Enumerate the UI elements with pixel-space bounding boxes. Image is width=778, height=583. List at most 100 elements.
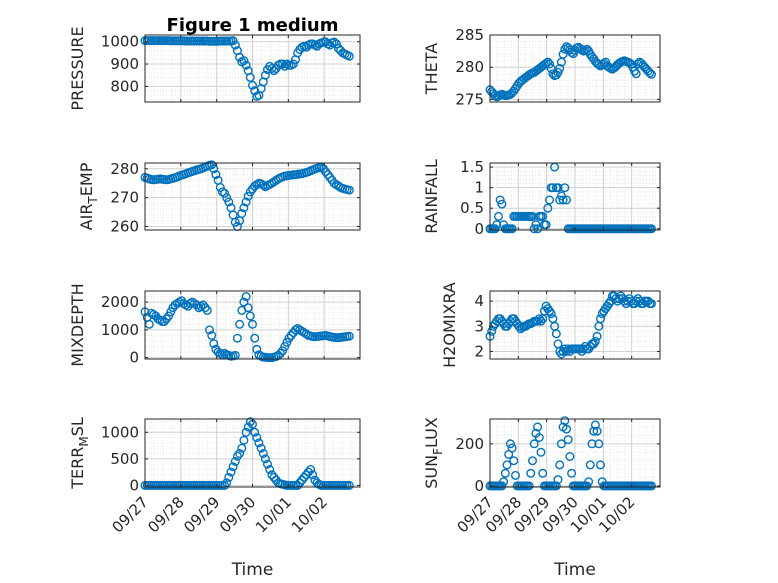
y-tick-label: 270	[110, 189, 139, 207]
x-tick-label: 10/02	[288, 493, 331, 536]
subplot-7: 0 500 1000 TERRMSL 09/2709/2809/2909/3010/01…	[68, 417, 361, 580]
subplot-1: 800 900 1000 PRESSURE Figure 1 medium	[68, 15, 361, 111]
data-point	[555, 63, 565, 73]
data-point	[252, 344, 262, 354]
y-tick-label: 285	[455, 26, 484, 44]
data-point	[596, 460, 606, 470]
data-point	[647, 299, 657, 309]
data-point	[647, 481, 657, 491]
data-point	[263, 459, 273, 469]
y-tick-label: 1000	[101, 423, 139, 441]
data-point	[222, 193, 232, 203]
data-point	[499, 477, 509, 487]
data-point	[344, 185, 354, 195]
y-axis-label: H2OMIXRA	[440, 282, 459, 368]
data-point	[592, 331, 602, 341]
data-point	[239, 56, 249, 66]
data-point	[560, 344, 570, 354]
x-axis-label: Time	[231, 560, 274, 580]
y-tick-label: 0	[129, 476, 139, 494]
y-axis-label: PRESSURE	[68, 26, 87, 110]
data-point	[497, 481, 507, 491]
data-point	[301, 470, 311, 480]
data-point	[528, 211, 538, 221]
data-point	[230, 217, 240, 227]
data-point	[164, 311, 174, 321]
y-tick-label: 1000	[101, 321, 139, 339]
subplot-2: 275 280 285 THETA	[422, 26, 661, 108]
data-point	[555, 195, 565, 205]
data-point	[541, 58, 551, 68]
data-point	[241, 60, 251, 70]
data-point	[611, 294, 621, 304]
data-point	[524, 481, 534, 491]
data-series	[485, 291, 657, 359]
data-point	[505, 439, 515, 449]
data-point	[297, 475, 307, 485]
minor-grid	[145, 419, 360, 487]
data-point	[487, 326, 497, 336]
data-point	[582, 481, 592, 491]
data-point	[241, 292, 251, 302]
data-point	[232, 333, 242, 343]
y-tick-label: 1000	[101, 33, 139, 51]
data-point	[507, 443, 517, 453]
data-point	[252, 433, 262, 443]
data-point	[563, 344, 573, 354]
x-tick-label: 09/28	[144, 493, 187, 536]
x-tick-label: 09/27	[109, 493, 152, 536]
data-point	[209, 339, 219, 349]
data-point	[558, 346, 568, 356]
data-point	[555, 460, 565, 470]
data-point	[507, 224, 517, 234]
data-point	[556, 439, 566, 449]
data-point	[155, 315, 165, 325]
y-tick-label: 0	[474, 220, 484, 238]
data-point	[228, 462, 238, 472]
data-point	[567, 468, 577, 478]
y-axis-label: MIXDEPTH	[68, 283, 87, 366]
data-point	[647, 224, 657, 234]
data-point	[308, 470, 318, 480]
data-point	[528, 456, 538, 466]
data-point	[536, 316, 546, 326]
data-point	[192, 300, 202, 310]
data-point	[551, 329, 561, 339]
data-point	[575, 344, 585, 354]
y-tick-label: 0	[129, 349, 139, 367]
subplot-5: 0 1000 2000 MIXDEPTH	[68, 283, 361, 367]
data-point	[306, 465, 316, 475]
data-point	[562, 195, 572, 205]
data-point	[587, 439, 597, 449]
y-axis-label: SUNFLUX	[422, 417, 445, 489]
subplot-8: 0200SUNFLUX09/2709/2809/2909/3010/0110/0…	[422, 416, 661, 580]
data-point	[592, 426, 602, 436]
data-point	[232, 451, 242, 461]
data-point	[546, 309, 556, 319]
data-point	[562, 424, 572, 434]
data-point	[584, 477, 594, 487]
data-point	[280, 61, 290, 71]
x-tick-label: 09/29	[180, 493, 223, 536]
x-axis-label: Time	[553, 560, 596, 580]
data-point	[590, 336, 600, 346]
y-axis-label: THETA	[422, 43, 441, 95]
y-tick-label: 3	[474, 317, 484, 335]
data-point	[497, 199, 507, 209]
data-point	[344, 331, 354, 341]
data-point	[589, 339, 599, 349]
data-point	[546, 63, 556, 73]
x-tick-label: 10/01	[252, 493, 295, 536]
data-point	[235, 319, 245, 329]
data-point	[250, 333, 260, 343]
data-point	[536, 447, 546, 457]
data-point	[239, 203, 249, 213]
data-point	[560, 183, 570, 193]
subplot-4: 0 0.5 1 1.5 RAINFALL	[422, 158, 661, 238]
data-point	[589, 426, 599, 436]
data-point	[243, 191, 253, 201]
data-point	[553, 475, 563, 485]
data-point	[538, 211, 548, 221]
y-tick-label: 0.5	[460, 199, 484, 217]
